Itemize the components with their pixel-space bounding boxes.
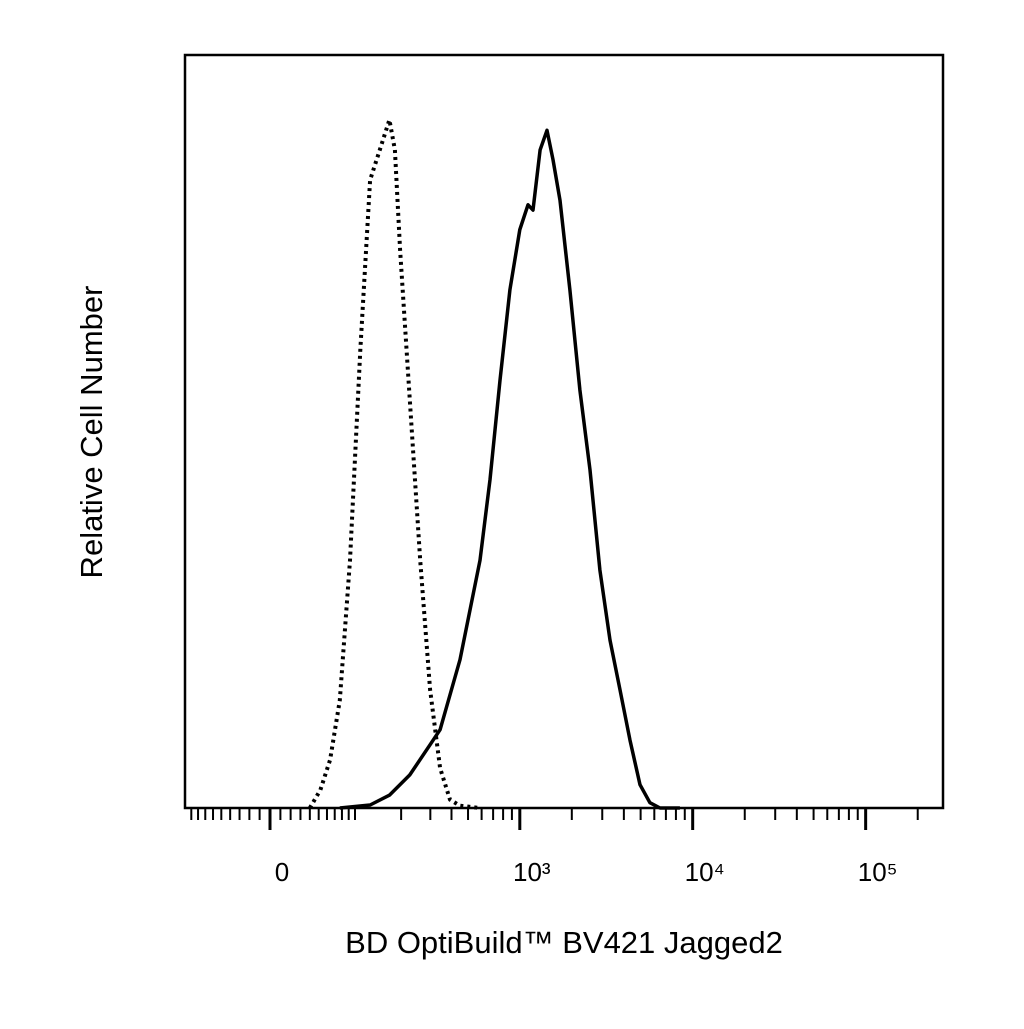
x-axis-title: BD OptiBuild™ BV421 Jagged2 — [345, 925, 783, 960]
plot-frame — [183, 53, 945, 810]
x-tick-label: 10³ — [513, 857, 551, 887]
x-tick-label: 10⁵ — [858, 857, 898, 887]
histogram-curve — [308, 117, 481, 810]
y-axis-title: Relative Cell Number — [74, 286, 109, 579]
x-tick-label: 0 — [275, 857, 289, 887]
histogram-curve — [339, 128, 680, 810]
x-tick-label: 10⁴ — [685, 857, 725, 887]
